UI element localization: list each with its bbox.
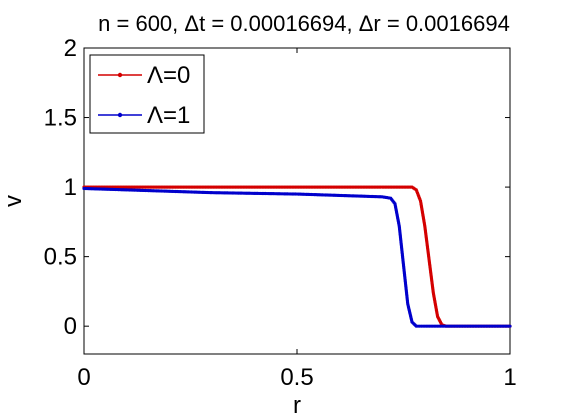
- y-tick-label-4: 2: [64, 35, 77, 62]
- legend-box: [89, 54, 205, 134]
- series-markers-0: [82, 185, 512, 328]
- y-tick-label-0: 0: [64, 313, 77, 340]
- x-tick-label-2: 1: [503, 364, 516, 391]
- y-tick-label-3: 1.5: [44, 105, 77, 132]
- legend-label-0: Λ=0: [147, 62, 190, 89]
- series-layer: [82, 185, 512, 328]
- y-tick-label-2: 1: [64, 174, 77, 201]
- y-tick-label-1: 0.5: [44, 244, 77, 271]
- legend-entry-0: Λ=0: [98, 62, 190, 89]
- y-axis-ticks: 0 0.5 1 1.5 2: [44, 35, 510, 340]
- chart-title: n = 600, Δt = 0.00016694, Δr = 0.0016694: [98, 11, 510, 36]
- y-axis-label: v: [0, 195, 27, 207]
- series-1-marker-335: [508, 324, 512, 328]
- x-tick-label-1: 0.5: [280, 364, 313, 391]
- series-markers-1: [82, 186, 512, 328]
- legend-entry-1: Λ=1: [98, 102, 190, 129]
- legend-label-1: Λ=1: [147, 102, 190, 129]
- legend-marker-0: [117, 72, 123, 78]
- legend-marker-1: [117, 112, 123, 118]
- x-axis-ticks: 0 0.5 1: [77, 48, 517, 391]
- x-axis-label: r: [293, 392, 301, 419]
- x-tick-label-0: 0: [77, 364, 90, 391]
- legend: Λ=0 Λ=1: [89, 54, 205, 134]
